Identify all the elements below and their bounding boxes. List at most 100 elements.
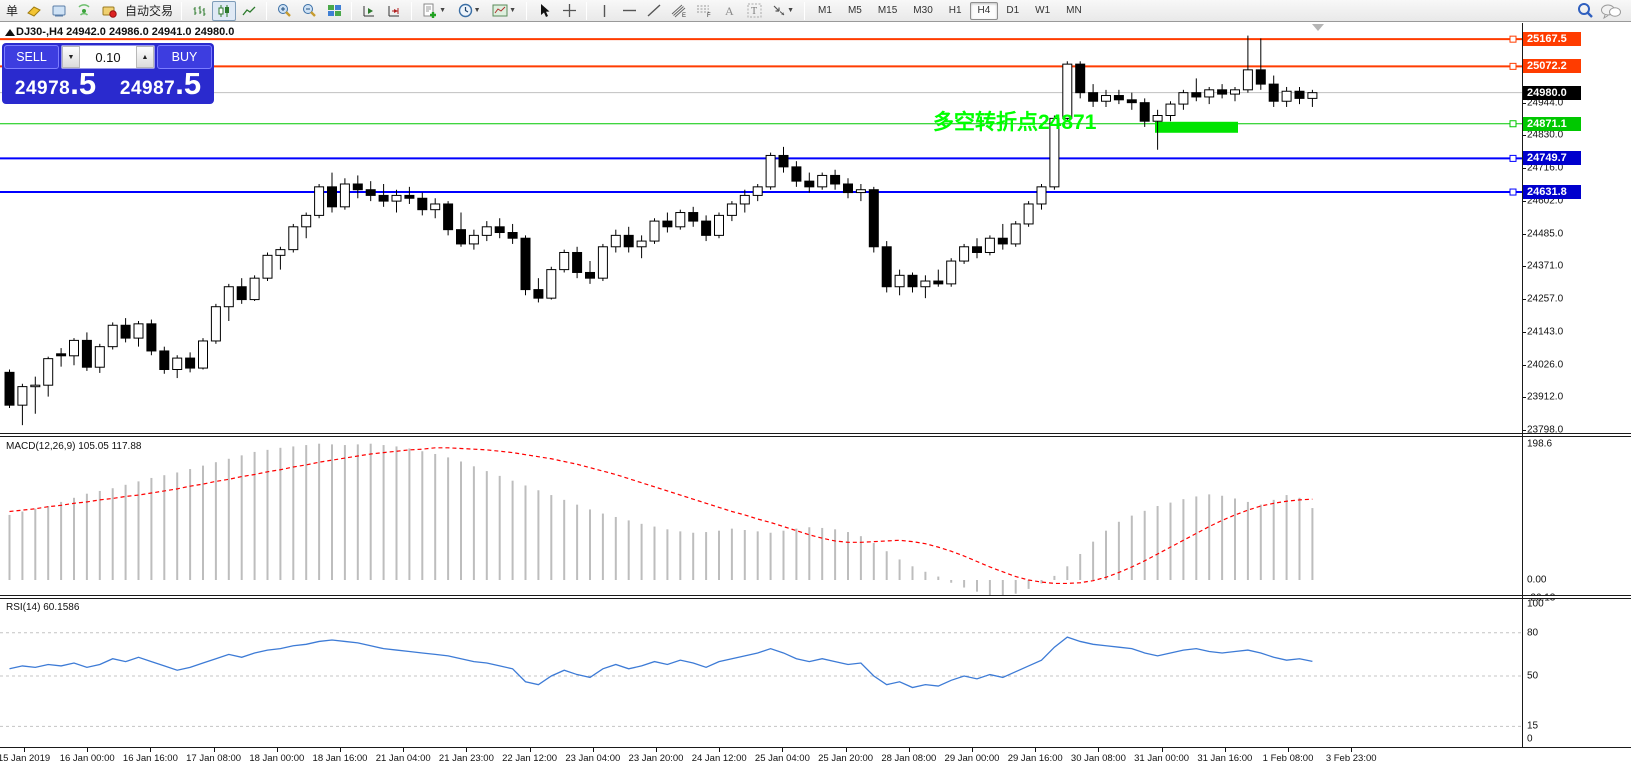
timeframe-m1[interactable]: M1 (818, 5, 832, 16)
vertical-line-button[interactable] (592, 1, 616, 21)
text-label-button[interactable]: T (742, 1, 766, 21)
cursor-button[interactable] (532, 1, 556, 21)
terminal-button[interactable] (47, 1, 71, 21)
macd-bar (859, 536, 862, 580)
candle-body (791, 166, 802, 182)
fibonacci-button[interactable]: F (692, 1, 716, 21)
macd-bar (498, 475, 501, 580)
lot-decrease-button[interactable]: ▼ (62, 46, 80, 68)
candle-body (701, 220, 712, 236)
bar-chart-button[interactable] (187, 1, 211, 21)
line-chart-button[interactable] (237, 1, 261, 21)
price-badge: 24871.1 (1523, 116, 1581, 131)
candle-body (623, 234, 634, 248)
crosshair-button[interactable] (557, 1, 581, 21)
autotrade-label[interactable]: 自动交易 (125, 4, 174, 18)
candle-body (1307, 92, 1318, 99)
candle-body (972, 246, 982, 253)
macd-bar (1298, 497, 1301, 580)
buy-price[interactable]: 24987 .5 (109, 68, 212, 102)
caret-down-icon: ▼ (439, 7, 446, 14)
timeframe-h1[interactable]: H1 (948, 5, 962, 16)
time-label: 22 Jan 12:00 (502, 753, 558, 764)
time-tick-mark (1098, 748, 1100, 752)
timeframe-mn[interactable]: MN (1066, 5, 1082, 16)
buy-button[interactable]: BUY (157, 45, 212, 69)
candle-body (1255, 69, 1266, 85)
line-anchor[interactable] (1509, 154, 1517, 162)
line-anchor[interactable] (1509, 62, 1517, 70)
candle-body (443, 203, 454, 231)
macd-bar (808, 527, 811, 580)
axis-tick-mark (1522, 430, 1526, 431)
candle-body (739, 194, 750, 205)
timeframe-m30[interactable]: M30 (913, 5, 933, 16)
signals-button[interactable] (72, 1, 96, 21)
candle-body (817, 174, 828, 188)
macd-bar (369, 443, 372, 580)
autotrade-button[interactable] (97, 1, 121, 21)
macd-bar (885, 551, 888, 580)
zoom-in-button[interactable] (272, 1, 296, 21)
new-order-label[interactable]: 单 (6, 4, 19, 18)
macd-bar (950, 580, 953, 583)
zoom-out-button[interactable] (297, 1, 321, 21)
timeframe-w1[interactable]: W1 (1035, 5, 1051, 16)
green-highlight-bar[interactable] (1155, 121, 1238, 133)
macd-signal-line (9, 447, 1313, 585)
time-label: 23 Jan 20:00 (628, 753, 684, 764)
macd-bar (60, 501, 63, 580)
trendline-button[interactable] (642, 1, 666, 21)
timeframe-m5[interactable]: M5 (847, 5, 862, 16)
arrows-button[interactable]: ▼ (767, 1, 799, 21)
timeframe-m15[interactable]: M15 (877, 5, 898, 16)
new-order-button[interactable] (22, 1, 46, 21)
candle-body (1101, 95, 1111, 102)
caret-down-icon: ▼ (473, 7, 481, 14)
pane-separator-macd[interactable] (0, 433, 1631, 437)
line-anchor[interactable] (1509, 188, 1517, 196)
price-tick-label: 23912.0 (1527, 391, 1564, 403)
time-label: 16 Jan 16:00 (122, 753, 178, 764)
auto-scroll-button[interactable] (357, 1, 381, 21)
clock-icon (458, 3, 472, 18)
chart-window[interactable]: DJ30-,H4 24942.0 24986.0 24941.0 24980.0… (0, 23, 1631, 769)
horizontal-line-button[interactable] (617, 1, 641, 21)
tile-windows-button[interactable] (322, 1, 346, 21)
macd-bar (1143, 510, 1146, 580)
timeframe-h4[interactable]: H4 (969, 1, 999, 20)
search-icon[interactable] (1577, 2, 1594, 19)
line-anchor[interactable] (1509, 35, 1517, 43)
chat-icon[interactable] (1600, 3, 1622, 19)
axis-tick-mark (1522, 331, 1526, 333)
candle-body (868, 189, 879, 248)
axis-tick-mark (1522, 397, 1526, 399)
channel-button[interactable]: E (667, 1, 691, 21)
timeframe-d1[interactable]: D1 (1006, 5, 1020, 16)
chart-shift-button[interactable] (382, 1, 406, 21)
candlestick-button[interactable] (212, 0, 237, 21)
lot-input[interactable] (80, 46, 136, 68)
candle-body (559, 251, 570, 271)
candlestick-icon (218, 4, 230, 17)
text-button[interactable]: A (717, 1, 741, 21)
candle-body (714, 214, 724, 236)
toolbar-separator (181, 1, 183, 20)
chart-canvas[interactable] (0, 23, 1522, 748)
indicators-button[interactable]: ▼ (417, 1, 451, 21)
macd-bar (8, 514, 11, 580)
periods-button[interactable]: ▼ (452, 1, 486, 21)
toolbar-separator (526, 1, 528, 20)
lot-increase-button[interactable]: ▲ (136, 46, 154, 68)
sell-price[interactable]: 24978 .5 (4, 68, 107, 102)
sell-button[interactable]: SELL (4, 45, 59, 69)
time-label: 21 Jan 04:00 (375, 753, 431, 764)
macd-bar (705, 532, 708, 580)
candle-body (1088, 92, 1099, 102)
candle-body (636, 240, 647, 248)
line-anchor[interactable] (1509, 120, 1517, 128)
pane-separator-rsi[interactable] (0, 595, 1631, 599)
axis-tick-mark (1522, 102, 1526, 104)
candle-body (1191, 92, 1202, 98)
templates-button[interactable]: ▼ (487, 1, 521, 21)
